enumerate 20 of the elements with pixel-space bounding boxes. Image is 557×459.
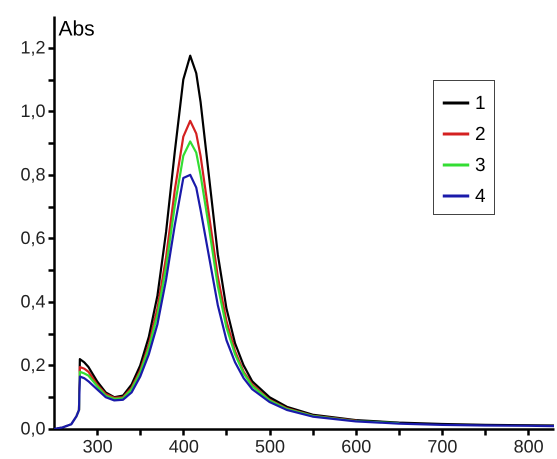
y-tick-label: 1,0 — [20, 100, 46, 121]
y-tick-label: 1,2 — [20, 37, 46, 58]
x-tick-label: 500 — [254, 436, 286, 456]
y-tick-label: 0,8 — [20, 164, 46, 184]
legend-label: 2 — [475, 124, 486, 145]
y-tick-label: 0,0 — [20, 418, 46, 438]
line-series — [75, 120, 357, 422]
y-axis-title: Abs — [58, 18, 95, 40]
x-tick-label: 800 — [514, 436, 544, 456]
legend-label: 1 — [475, 93, 486, 114]
y-tick-label: 0,4 — [20, 291, 46, 312]
x-tick-label: 600 — [341, 436, 372, 456]
y-tick-label: 0,2 — [20, 354, 46, 375]
legend-label: 3 — [475, 155, 486, 176]
y-tick-label: 0,6 — [20, 228, 46, 248]
x-tick-label: 300 — [82, 436, 113, 456]
line-series — [75, 140, 400, 424]
x-tick-label: 700 — [427, 436, 458, 456]
legend-label: 4 — [475, 186, 486, 207]
x-tick-label: 400 — [168, 436, 199, 456]
